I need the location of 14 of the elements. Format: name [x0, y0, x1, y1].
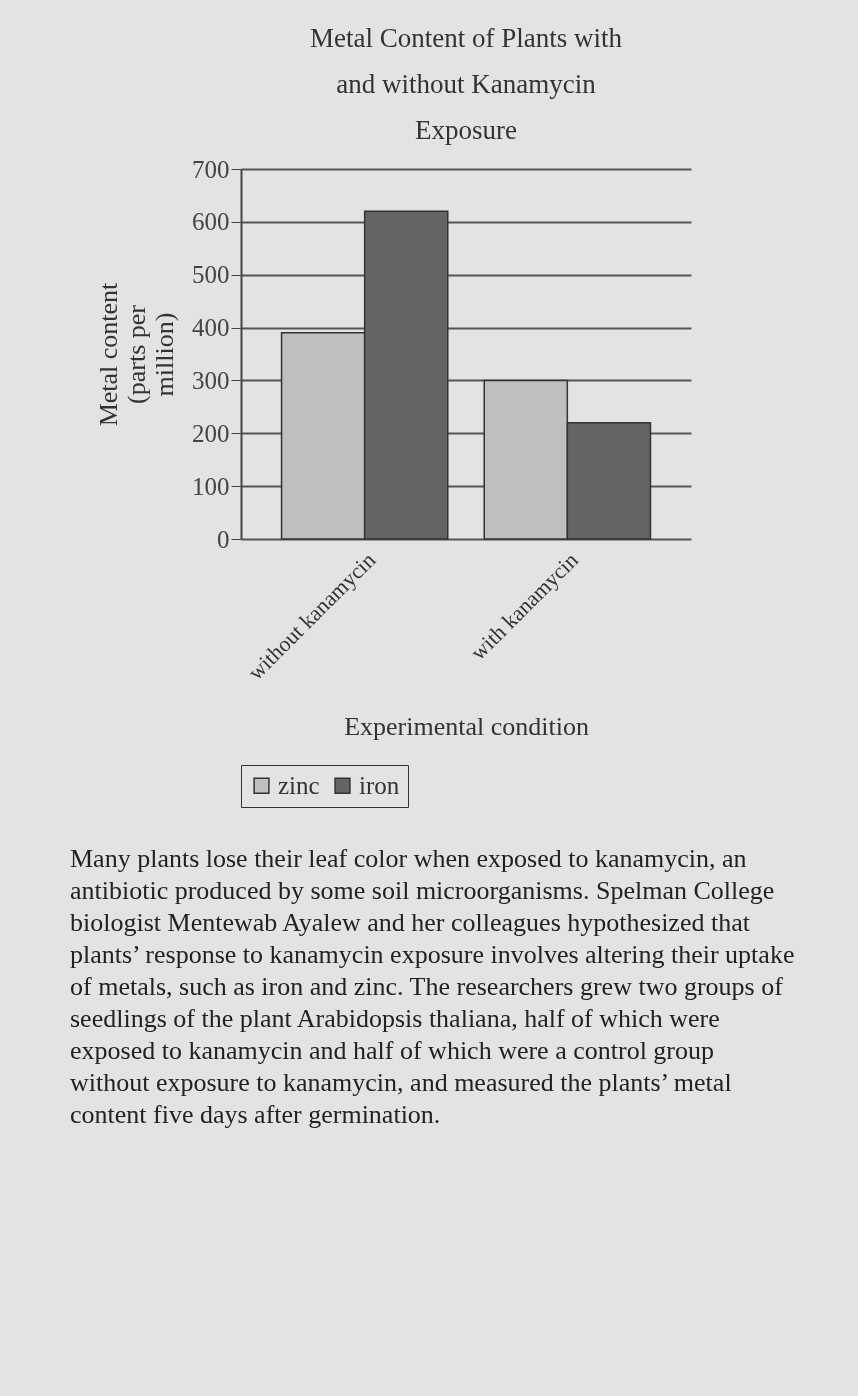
- y-tick-label: 100: [192, 472, 230, 500]
- y-tick-label: 500: [192, 261, 230, 289]
- y-tick-label: 600: [192, 208, 230, 236]
- y-axis-title: Metal content (parts per million): [94, 281, 179, 427]
- y-tick-label: 0: [217, 525, 230, 553]
- y-tick-label: 200: [192, 419, 230, 447]
- y-tick-label: 400: [192, 314, 230, 342]
- y-tick-label: 700: [192, 155, 230, 183]
- y-tick-label: 300: [192, 366, 230, 394]
- legend-label: iron: [359, 771, 400, 799]
- x-axis-title: Experimental condition: [344, 712, 589, 742]
- text: Many plants lose their leaf color when exposed to kanamycin, an antibiotic produced by some soil microorganisms. Spelman College biologist Mentewab Ayalew and her colleagues hypothesized that plants’ response to kanamycin exposure involves altering their uptake of metals, such as iron and zinc. The researchers grew two groups of seedlings of the plant Arabidopsis thaliana, half of which were exposed to kanamycin and half of which were a control group without exposure to kanamycin, and measured the plants’ metal content five days after germination.: [70, 844, 795, 1129]
- legend-label: zinc: [278, 771, 320, 799]
- chart-title: Metal Content of Plants with and without Kanamycin Exposure: [310, 23, 623, 145]
